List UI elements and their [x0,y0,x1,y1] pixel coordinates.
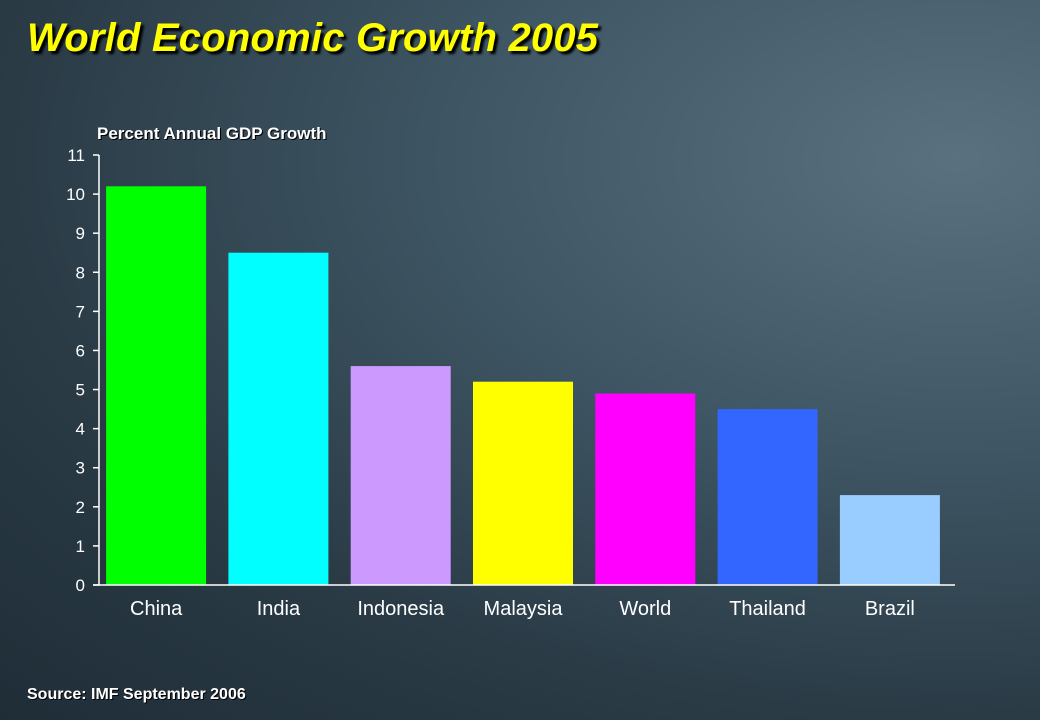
x-tick-label-india: India [257,598,301,620]
y-tick-label: 6 [76,341,85,360]
bars-group [106,186,940,586]
y-tick-label: 2 [76,498,85,517]
bar-brazil [839,495,940,585]
y-tick-label: 10 [66,185,85,204]
y-tick-label: 1 [76,537,85,556]
slide-title: World Economic Growth 2005 [27,16,599,60]
y-tick-label: 4 [76,420,85,439]
x-tick-label-brazil: Brazil [865,598,915,620]
bar-malaysia [473,381,573,585]
y-tick-label: 7 [76,302,85,321]
y-tick-label: 8 [76,263,85,282]
x-tick-label-indonesia: Indonesia [357,598,445,620]
x-tick-label-thailand: Thailand [729,598,806,620]
bar-china [106,186,207,586]
x-tick-label-china: China [130,598,183,620]
bar-indonesia [350,366,451,585]
y-tick-label: 11 [67,146,85,165]
x-tick-label-world: World [619,598,671,620]
y-tick-label: 3 [76,459,85,478]
source-note: Source: IMF September 2006 [27,686,246,703]
bar-thailand [717,409,818,585]
axis-group [93,155,955,586]
x-tick-label-malaysia: Malaysia [484,598,564,620]
bar-world [595,393,696,585]
y-ticks-group: 0 1 2 3 4 5 6 7 8 9 10 11 [66,146,99,595]
y-tick-label: 0 [76,576,85,595]
y-axis-label: Percent Annual GDP Growth [97,124,327,143]
x-labels-group: China India Indonesia Malaysia World Thailand… [130,598,915,620]
y-tick-label: 9 [76,224,85,243]
bar-india [228,252,329,585]
y-tick-label: 5 [76,381,85,400]
